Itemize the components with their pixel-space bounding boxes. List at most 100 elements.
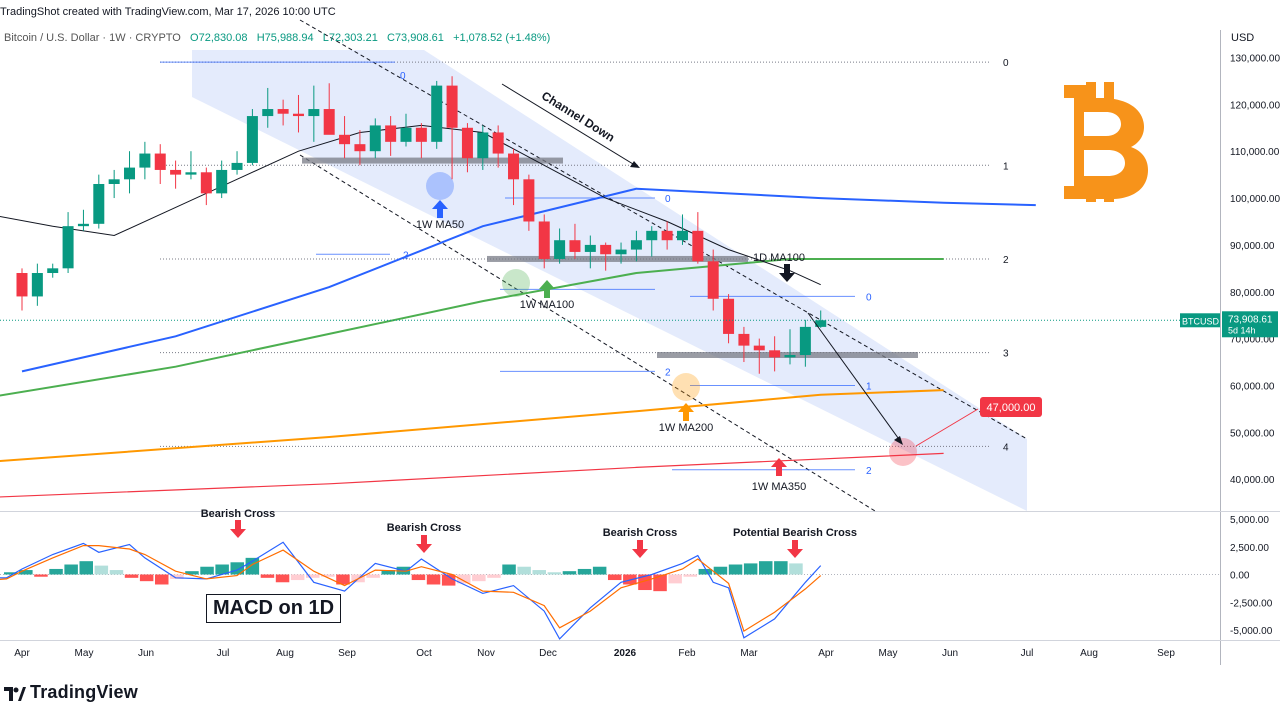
time-tick-label[interactable]: Jun xyxy=(942,648,958,659)
candle-body[interactable] xyxy=(799,326,811,355)
candle-body[interactable] xyxy=(170,169,182,175)
time-tick-label[interactable]: Aug xyxy=(1080,648,1098,659)
time-tick-label[interactable]: Jul xyxy=(217,648,230,659)
candle-body[interactable] xyxy=(477,132,489,159)
time-tick-label[interactable]: May xyxy=(75,648,94,659)
candle-body[interactable] xyxy=(600,244,612,255)
candle-body[interactable] xyxy=(77,223,89,227)
candle-body[interactable] xyxy=(369,125,381,152)
candle-body[interactable] xyxy=(523,179,535,222)
candle-body[interactable] xyxy=(47,268,59,274)
candle-body[interactable] xyxy=(446,85,458,128)
candle-body[interactable] xyxy=(216,169,228,194)
candle-body[interactable] xyxy=(769,350,781,358)
candle-body[interactable] xyxy=(400,127,412,142)
candle-body[interactable] xyxy=(354,144,366,152)
candle-body[interactable] xyxy=(554,240,566,259)
time-tick-label[interactable]: May xyxy=(879,648,898,659)
price-tick-label[interactable]: 130,000.00 xyxy=(1230,54,1280,65)
price-tick-label[interactable]: 70,000.00 xyxy=(1230,335,1275,346)
time-tick-label[interactable]: Jul xyxy=(1021,648,1034,659)
countdown-value[interactable]: 5d 14h xyxy=(1228,325,1256,335)
time-tick-label[interactable]: Apr xyxy=(14,648,30,659)
candle-body[interactable] xyxy=(630,240,642,250)
currency-label[interactable]: USD xyxy=(1231,32,1255,44)
candle-body[interactable] xyxy=(339,134,351,145)
candle-body[interactable] xyxy=(277,109,289,114)
macd-tick-label[interactable]: -2,500.00 xyxy=(1230,598,1273,609)
candle-body[interactable] xyxy=(246,116,258,163)
price-tick-label[interactable]: 120,000.00 xyxy=(1230,100,1280,111)
macd-tick-label[interactable]: 0.00 xyxy=(1230,571,1250,582)
time-tick-label[interactable]: Mar xyxy=(740,648,758,659)
candle-body[interactable] xyxy=(415,127,427,142)
candle-body[interactable] xyxy=(292,113,304,117)
price-tick-label[interactable]: 40,000.00 xyxy=(1230,475,1275,486)
candles[interactable] xyxy=(16,76,827,374)
candle-body[interactable] xyxy=(185,172,197,175)
candle-body[interactable] xyxy=(323,109,335,135)
candle-body[interactable] xyxy=(692,230,704,262)
tradingview-logo[interactable]: TradingView xyxy=(4,682,138,703)
candle-body[interactable] xyxy=(31,273,43,297)
price-tick-label[interactable]: 60,000.00 xyxy=(1230,381,1275,392)
price-tick-label[interactable]: 50,000.00 xyxy=(1230,428,1275,439)
time-tick-label[interactable]: Sep xyxy=(1157,648,1175,659)
time-tick-label[interactable]: Jun xyxy=(138,648,154,659)
candle-body[interactable] xyxy=(738,333,750,346)
ma200-arrow-icon xyxy=(678,403,694,421)
time-tick-label[interactable]: Dec xyxy=(539,648,557,659)
symbol-badge[interactable] xyxy=(1180,313,1220,328)
candle-body[interactable] xyxy=(707,261,719,299)
candle-body[interactable] xyxy=(62,226,74,269)
time-tick-label[interactable]: Nov xyxy=(477,648,495,659)
time-tick-label[interactable]: Apr xyxy=(818,648,834,659)
macd-tick-label[interactable]: 5,000.00 xyxy=(1230,515,1269,526)
candle-body[interactable] xyxy=(723,298,735,334)
candle-body[interactable] xyxy=(16,273,28,297)
price-axis[interactable]: 130,000.00 120,000.00 110,000.00 100,000.00… xyxy=(1180,54,1280,638)
time-tick-label[interactable]: Aug xyxy=(276,648,294,659)
candle-body[interactable] xyxy=(431,85,443,142)
candle-body[interactable] xyxy=(154,153,166,170)
candle-body[interactable] xyxy=(461,127,473,159)
candle-body[interactable] xyxy=(139,153,151,168)
candle-body[interactable] xyxy=(385,125,397,142)
bearish-cross-label: Potential Bearish Cross xyxy=(733,527,857,539)
candle-body[interactable] xyxy=(262,109,274,117)
candle-body[interactable] xyxy=(584,244,596,252)
time-tick-label[interactable]: Sep xyxy=(338,648,356,659)
candle-body[interactable] xyxy=(676,230,688,241)
time-tick-label[interactable]: Oct xyxy=(416,648,432,659)
price-tick-label[interactable]: 90,000.00 xyxy=(1230,241,1275,252)
candle-body[interactable] xyxy=(538,221,550,259)
candle-body[interactable] xyxy=(492,132,504,154)
symbol-legend: Bitcoin / U.S. Dollar · 1W · CRYPTO O72,… xyxy=(4,32,550,44)
candle-body[interactable] xyxy=(308,109,320,117)
candle-body[interactable] xyxy=(615,249,627,255)
macd-tick-label[interactable]: -5,000.00 xyxy=(1230,626,1273,637)
price-tick-label[interactable]: 100,000.00 xyxy=(1230,194,1280,205)
candle-body[interactable] xyxy=(569,240,581,252)
last-price-value[interactable]: 73,908.61 xyxy=(1228,314,1273,325)
candle-body[interactable] xyxy=(815,320,827,327)
time-tick-label[interactable]: 2026 xyxy=(614,648,637,659)
macd-tick-label[interactable]: 2,500.00 xyxy=(1230,543,1269,554)
candle-body[interactable] xyxy=(508,153,520,180)
candle-body[interactable] xyxy=(784,354,796,358)
candle-body[interactable] xyxy=(753,345,765,351)
time-tick-label[interactable]: Feb xyxy=(678,648,696,659)
candle-body[interactable] xyxy=(200,172,212,194)
candle-body[interactable] xyxy=(646,230,658,241)
candle-body[interactable] xyxy=(124,167,136,180)
price-tick-label[interactable]: 80,000.00 xyxy=(1230,288,1275,299)
symbol-name[interactable]: Bitcoin / U.S. Dollar · 1W · CRYPTO xyxy=(4,32,181,44)
price-tick-label[interactable]: 110,000.00 xyxy=(1230,147,1280,158)
last-price-badge[interactable] xyxy=(1222,311,1278,338)
candle-body[interactable] xyxy=(93,183,105,224)
candle-body[interactable] xyxy=(108,179,120,184)
time-axis[interactable]: Apr May Jun Jul Aug Sep Oct Nov Dec 2026 Feb Mar Apr… xyxy=(14,648,1175,659)
candle-body[interactable] xyxy=(661,230,673,241)
symbol-badge-text[interactable]: BTCUSD xyxy=(1182,316,1220,326)
candle-body[interactable] xyxy=(231,162,243,170)
